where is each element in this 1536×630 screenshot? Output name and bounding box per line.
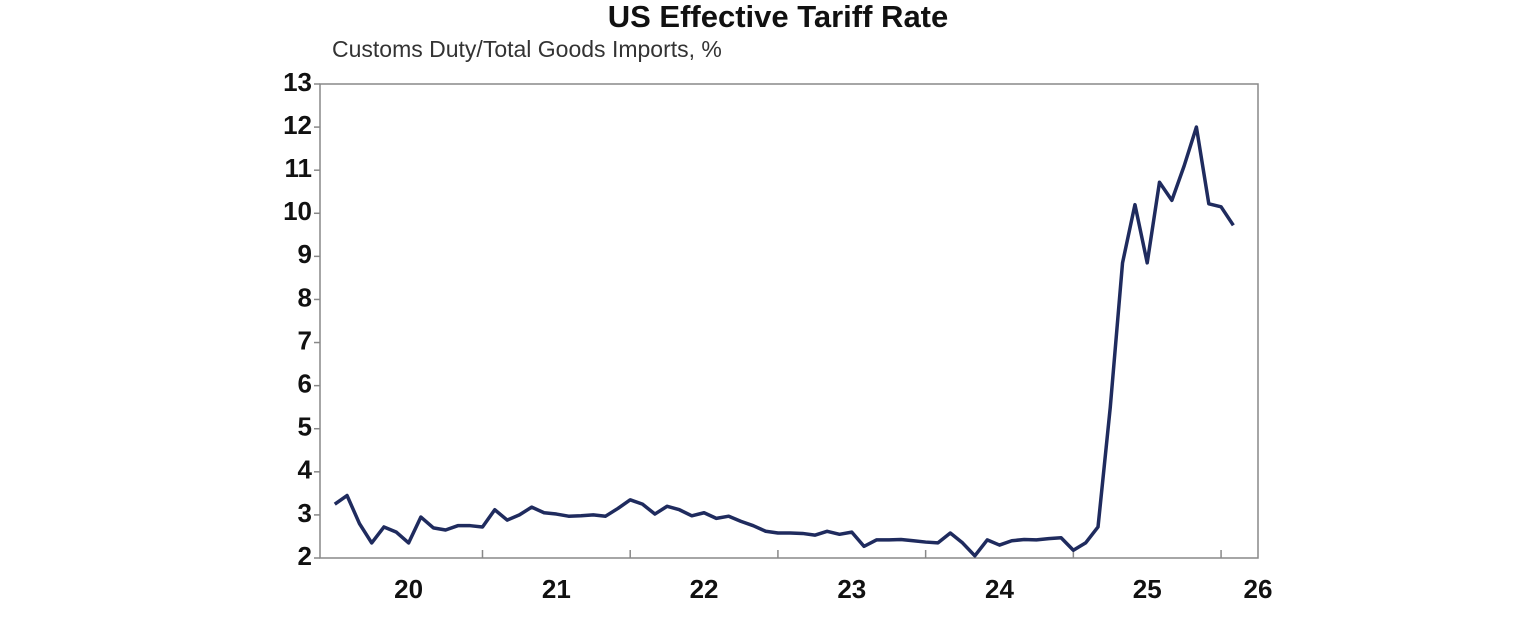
y-tick-label: 13	[283, 67, 312, 97]
chart-title: US Effective Tariff Rate	[608, 0, 949, 34]
y-tick-label: 3	[298, 498, 312, 528]
x-tick-label: 26	[1244, 574, 1273, 604]
y-tick-label: 2	[298, 541, 312, 571]
y-tick-label: 9	[298, 239, 312, 269]
chart-subtitle: Customs Duty/Total Goods Imports, %	[332, 36, 722, 62]
y-tick-label: 10	[283, 196, 312, 226]
x-tick-label: 21	[542, 574, 571, 604]
data-line	[333, 125, 1235, 558]
x-tick-label: 25	[1133, 574, 1162, 604]
x-tick-label: 23	[837, 574, 866, 604]
y-tick-label: 12	[283, 110, 312, 140]
y-tick-label: 5	[298, 412, 312, 442]
x-tick-label: 20	[394, 574, 423, 604]
y-tick-label: 8	[298, 282, 312, 312]
y-tick-label: 7	[298, 325, 312, 355]
y-tick-label: 11	[285, 153, 313, 183]
plot-frame	[319, 83, 1259, 559]
y-tick-label: 6	[298, 369, 312, 399]
x-tick-label: 22	[690, 574, 719, 604]
x-tick-label: 24	[985, 574, 1014, 604]
y-tick-label: 4	[298, 455, 313, 485]
